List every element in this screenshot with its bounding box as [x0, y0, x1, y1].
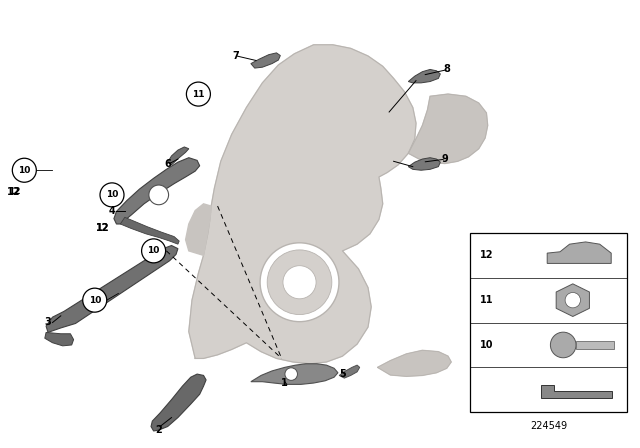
- Polygon shape: [151, 374, 206, 431]
- Polygon shape: [168, 147, 189, 165]
- Circle shape: [267, 250, 332, 314]
- Circle shape: [283, 266, 316, 299]
- Polygon shape: [114, 158, 200, 224]
- Circle shape: [550, 332, 576, 358]
- Polygon shape: [408, 69, 440, 83]
- Circle shape: [285, 368, 298, 380]
- Polygon shape: [556, 284, 589, 316]
- Polygon shape: [408, 158, 440, 170]
- Text: 9: 9: [442, 154, 448, 164]
- Text: 224549: 224549: [530, 421, 568, 431]
- Text: 10: 10: [18, 166, 31, 175]
- Text: 3: 3: [45, 317, 51, 327]
- Circle shape: [565, 293, 580, 308]
- Text: 8: 8: [444, 65, 450, 74]
- Circle shape: [149, 185, 168, 205]
- Text: 11: 11: [192, 90, 205, 99]
- Polygon shape: [46, 246, 178, 332]
- Polygon shape: [378, 350, 451, 376]
- Text: 1: 1: [282, 378, 288, 388]
- Polygon shape: [189, 45, 416, 364]
- Polygon shape: [45, 332, 74, 346]
- Text: 10: 10: [88, 296, 101, 305]
- Circle shape: [186, 82, 211, 106]
- Text: 12: 12: [95, 224, 109, 233]
- Text: 7: 7: [232, 51, 239, 61]
- Circle shape: [12, 158, 36, 182]
- Bar: [470, 233, 627, 412]
- Text: 4: 4: [109, 206, 115, 215]
- Polygon shape: [408, 94, 488, 164]
- Text: 12: 12: [8, 187, 20, 196]
- Circle shape: [141, 239, 166, 263]
- Polygon shape: [541, 385, 612, 398]
- Circle shape: [260, 243, 339, 322]
- Polygon shape: [547, 242, 611, 263]
- Text: 10: 10: [147, 246, 160, 255]
- Circle shape: [83, 288, 107, 312]
- Text: 12: 12: [7, 187, 21, 197]
- Text: 12: 12: [95, 224, 109, 233]
- Polygon shape: [186, 204, 211, 255]
- Text: 6: 6: [164, 159, 171, 169]
- Text: 10: 10: [106, 190, 118, 199]
- Text: 2: 2: [156, 425, 162, 435]
- Circle shape: [100, 183, 124, 207]
- Bar: [576, 341, 614, 349]
- Polygon shape: [251, 364, 338, 384]
- Text: 10: 10: [479, 340, 493, 350]
- Polygon shape: [120, 217, 179, 244]
- Text: 5: 5: [339, 369, 346, 379]
- Text: 11: 11: [479, 295, 493, 305]
- Polygon shape: [339, 365, 360, 378]
- Polygon shape: [251, 53, 280, 68]
- Text: 12: 12: [479, 250, 493, 260]
